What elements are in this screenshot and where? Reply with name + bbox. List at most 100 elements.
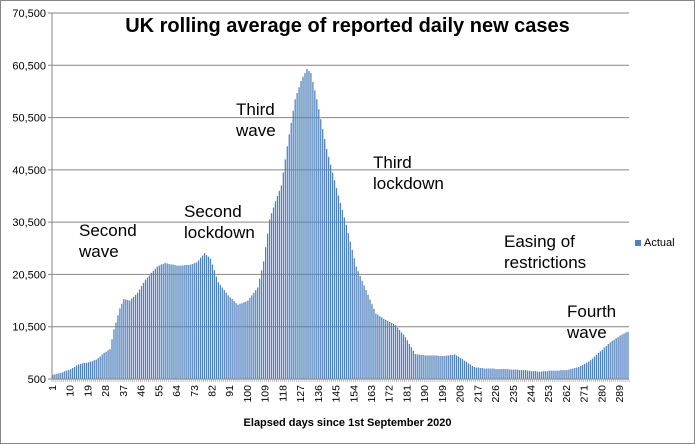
bar	[353, 258, 355, 379]
bar	[426, 355, 428, 379]
bar	[66, 370, 68, 379]
bar	[272, 207, 275, 379]
bar	[471, 365, 474, 379]
bar	[320, 119, 322, 379]
bar	[566, 370, 568, 379]
bar	[507, 369, 509, 379]
x-tick-label: 262	[561, 385, 573, 403]
x-tick-label: 271	[579, 385, 591, 403]
bar	[538, 371, 540, 379]
bar	[489, 368, 491, 379]
bar	[146, 277, 149, 379]
bar	[335, 188, 338, 379]
bar	[367, 294, 369, 379]
bar	[485, 368, 487, 379]
bar	[408, 343, 411, 379]
bar	[115, 322, 117, 379]
bar	[621, 334, 623, 379]
bar	[333, 180, 336, 379]
bar	[58, 373, 60, 379]
bar	[544, 371, 546, 379]
bar	[62, 372, 64, 379]
bar	[266, 233, 269, 379]
bar	[454, 354, 456, 379]
bar	[71, 368, 74, 379]
bar	[196, 262, 198, 379]
x-tick-label: 100	[242, 385, 254, 403]
bar	[113, 329, 115, 379]
bar	[170, 264, 172, 379]
bar	[432, 355, 434, 379]
bar	[603, 347, 605, 379]
x-tick-label: 226	[490, 385, 502, 403]
bar	[406, 340, 409, 379]
bar	[418, 354, 420, 379]
x-tick-label: 64	[171, 385, 183, 397]
y-tick-label: 20,500	[12, 269, 46, 281]
bar	[345, 224, 347, 379]
bar	[444, 355, 446, 379]
bar	[144, 279, 147, 379]
bar	[383, 318, 385, 379]
bar	[556, 370, 558, 379]
bar	[438, 355, 440, 379]
bar	[613, 339, 615, 379]
bar	[339, 202, 342, 379]
bar	[274, 201, 277, 379]
bar	[227, 295, 229, 379]
bar	[505, 369, 507, 379]
bar	[174, 265, 176, 379]
bar	[83, 362, 86, 379]
bar	[465, 361, 468, 379]
bar	[282, 172, 284, 379]
bar	[591, 358, 594, 379]
annotation-third-lockdown: Third lockdown	[373, 153, 444, 193]
x-tick-label: 199	[437, 385, 449, 403]
bar	[207, 256, 210, 379]
bar	[310, 73, 312, 379]
bar	[550, 370, 552, 379]
bar	[268, 219, 271, 379]
bar	[203, 252, 206, 379]
x-tick-label: 244	[526, 385, 538, 403]
bar	[259, 278, 261, 379]
bar	[219, 284, 221, 379]
bar	[211, 264, 214, 379]
bar	[481, 368, 483, 379]
bar	[381, 317, 383, 379]
bar	[548, 370, 550, 379]
bar	[560, 370, 562, 379]
bar	[582, 364, 584, 379]
bar	[446, 355, 448, 379]
bar	[172, 264, 174, 379]
bar	[257, 287, 259, 379]
bar	[136, 292, 139, 379]
bar	[52, 374, 54, 379]
bar	[127, 300, 129, 379]
bar	[558, 370, 560, 379]
bar	[85, 362, 88, 379]
bar	[428, 355, 430, 379]
bar	[300, 80, 302, 379]
bar	[400, 332, 403, 379]
bar	[239, 303, 241, 379]
bar	[73, 366, 76, 379]
x-tick-label: 190	[419, 385, 431, 403]
bar	[430, 355, 432, 379]
bar	[201, 255, 204, 379]
bar	[422, 354, 424, 379]
bar	[365, 290, 367, 379]
bar	[123, 299, 125, 379]
bar	[473, 366, 475, 379]
bar	[138, 289, 141, 379]
bar	[491, 368, 493, 379]
bar	[247, 300, 249, 379]
bar	[129, 300, 131, 379]
bar	[103, 352, 105, 379]
bar	[337, 195, 340, 379]
x-tick-label: 217	[472, 385, 484, 403]
x-tick-label: 181	[401, 385, 413, 403]
bar	[264, 247, 267, 379]
